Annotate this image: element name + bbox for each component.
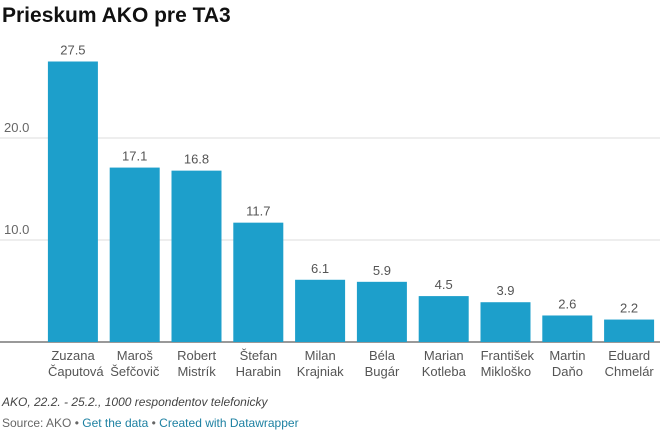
x-tick-label: Béla Bugár [364,348,400,379]
x-tick-label: Štefan Harabin [235,348,282,379]
value-label: 27.5 [60,43,85,58]
bar [109,167,160,342]
bar [356,281,407,342]
x-tick-label: Robert Mistrík [177,348,217,379]
bar [604,319,655,342]
y-tick-label: 20.0 [4,120,29,135]
notes: AKO, 22.2. - 25.2., 1000 respondentov te… [2,395,268,409]
x-tick-label: Martin Daňo [549,348,586,379]
chart-title: Prieskum AKO pre TA3 [2,4,231,27]
value-label: 6.1 [311,261,329,276]
value-label: 2.6 [558,296,576,311]
bar [542,315,593,342]
x-tick-label: Marian Kotleba [421,348,466,379]
x-tick-label: Zuzana Čaputová [48,348,104,379]
value-label: 5.9 [373,263,391,278]
x-tick-label: Eduard Chmelár [604,348,654,379]
source: Source: AKO [2,416,72,430]
bar [295,279,346,342]
value-label: 3.9 [496,283,514,298]
bar [233,222,284,342]
bar [47,61,98,342]
bar [171,170,222,342]
link[interactable]: Get the data [82,416,149,430]
value-label: 11.7 [246,204,270,219]
footer: Source: AKO • Get the data • Created wit… [2,416,299,430]
y-tick-label: 10.0 [4,222,29,237]
value-label: 16.8 [184,152,209,167]
x-tick-label: František Mikloško [480,348,535,379]
x-tick-label: Milan Krajniak [296,348,344,379]
value-label: 4.5 [435,277,453,292]
bar [480,302,531,342]
x-tick-label: Maroš Šefčovič [110,348,160,379]
value-label: 2.2 [620,301,638,316]
link[interactable]: Created with Datawrapper [159,416,299,430]
value-label: 17.1 [122,149,147,164]
bar [418,296,469,342]
